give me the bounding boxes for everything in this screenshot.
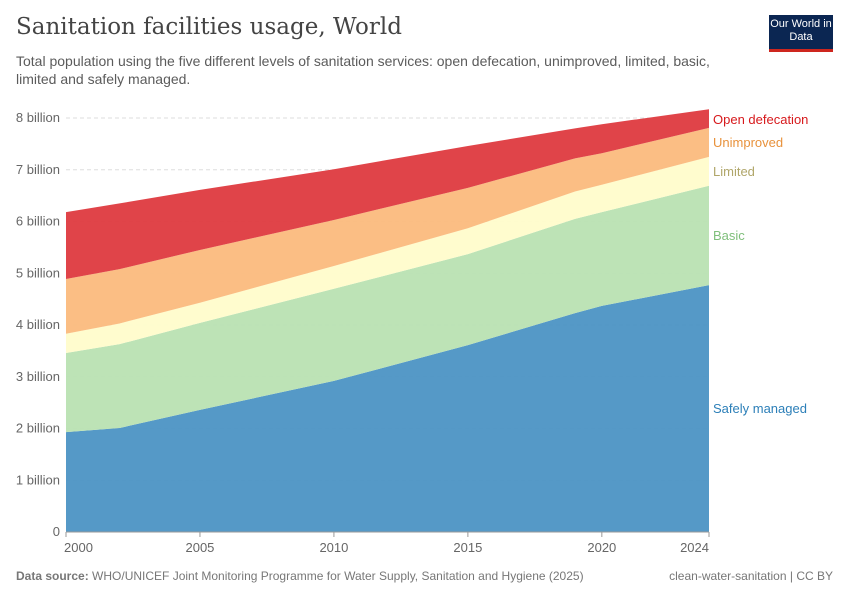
legend-label: Safely managed <box>713 401 807 416</box>
legend-label: Basic <box>713 228 745 243</box>
y-tick-label: 5 billion <box>16 265 60 280</box>
y-tick-label: 2 billion <box>16 421 60 436</box>
y-tick-label: 8 billion <box>16 110 60 125</box>
y-tick-label: 4 billion <box>16 317 60 332</box>
chart-title: Sanitation facilities usage, World <box>16 14 402 40</box>
y-tick-label: 1 billion <box>16 472 60 487</box>
x-tick-label: 2010 <box>319 540 348 555</box>
data-source: Data source: WHO/UNICEF Joint Monitoring… <box>16 569 584 583</box>
source-label: Data source: <box>16 569 89 583</box>
area-unimproved <box>66 127 709 334</box>
source-text[interactable]: WHO/UNICEF Joint Monitoring Programme fo… <box>92 569 584 583</box>
legend-label: Limited <box>713 164 755 179</box>
x-tick-label: 2024 <box>680 540 709 555</box>
area-open-defecation <box>66 109 709 279</box>
area-limited <box>66 156 709 353</box>
chart-subtitle: Total population using the five differen… <box>16 53 710 87</box>
legend-label: Open defecation <box>713 112 808 127</box>
x-tick-label: 2000 <box>64 540 93 555</box>
y-tick-label: 3 billion <box>16 369 60 384</box>
license[interactable]: clean-water-sanitation | CC BY <box>669 569 833 583</box>
x-tick-label: 2015 <box>453 540 482 555</box>
legend-label: Unimproved <box>713 135 783 150</box>
area-safely-managed <box>66 285 709 532</box>
y-tick-label: 6 billion <box>16 214 60 229</box>
y-tick-label: 7 billion <box>16 162 60 177</box>
y-tick-label: 0 <box>53 524 60 539</box>
owid-logo[interactable]: Our World in Data <box>769 15 833 52</box>
area-basic <box>66 185 709 433</box>
x-tick-label: 2005 <box>185 540 214 555</box>
plot-area: 0 1 billion 2 billion 3 billion 4 billion 5 b… <box>16 109 808 555</box>
x-tick-label: 2020 <box>587 540 616 555</box>
